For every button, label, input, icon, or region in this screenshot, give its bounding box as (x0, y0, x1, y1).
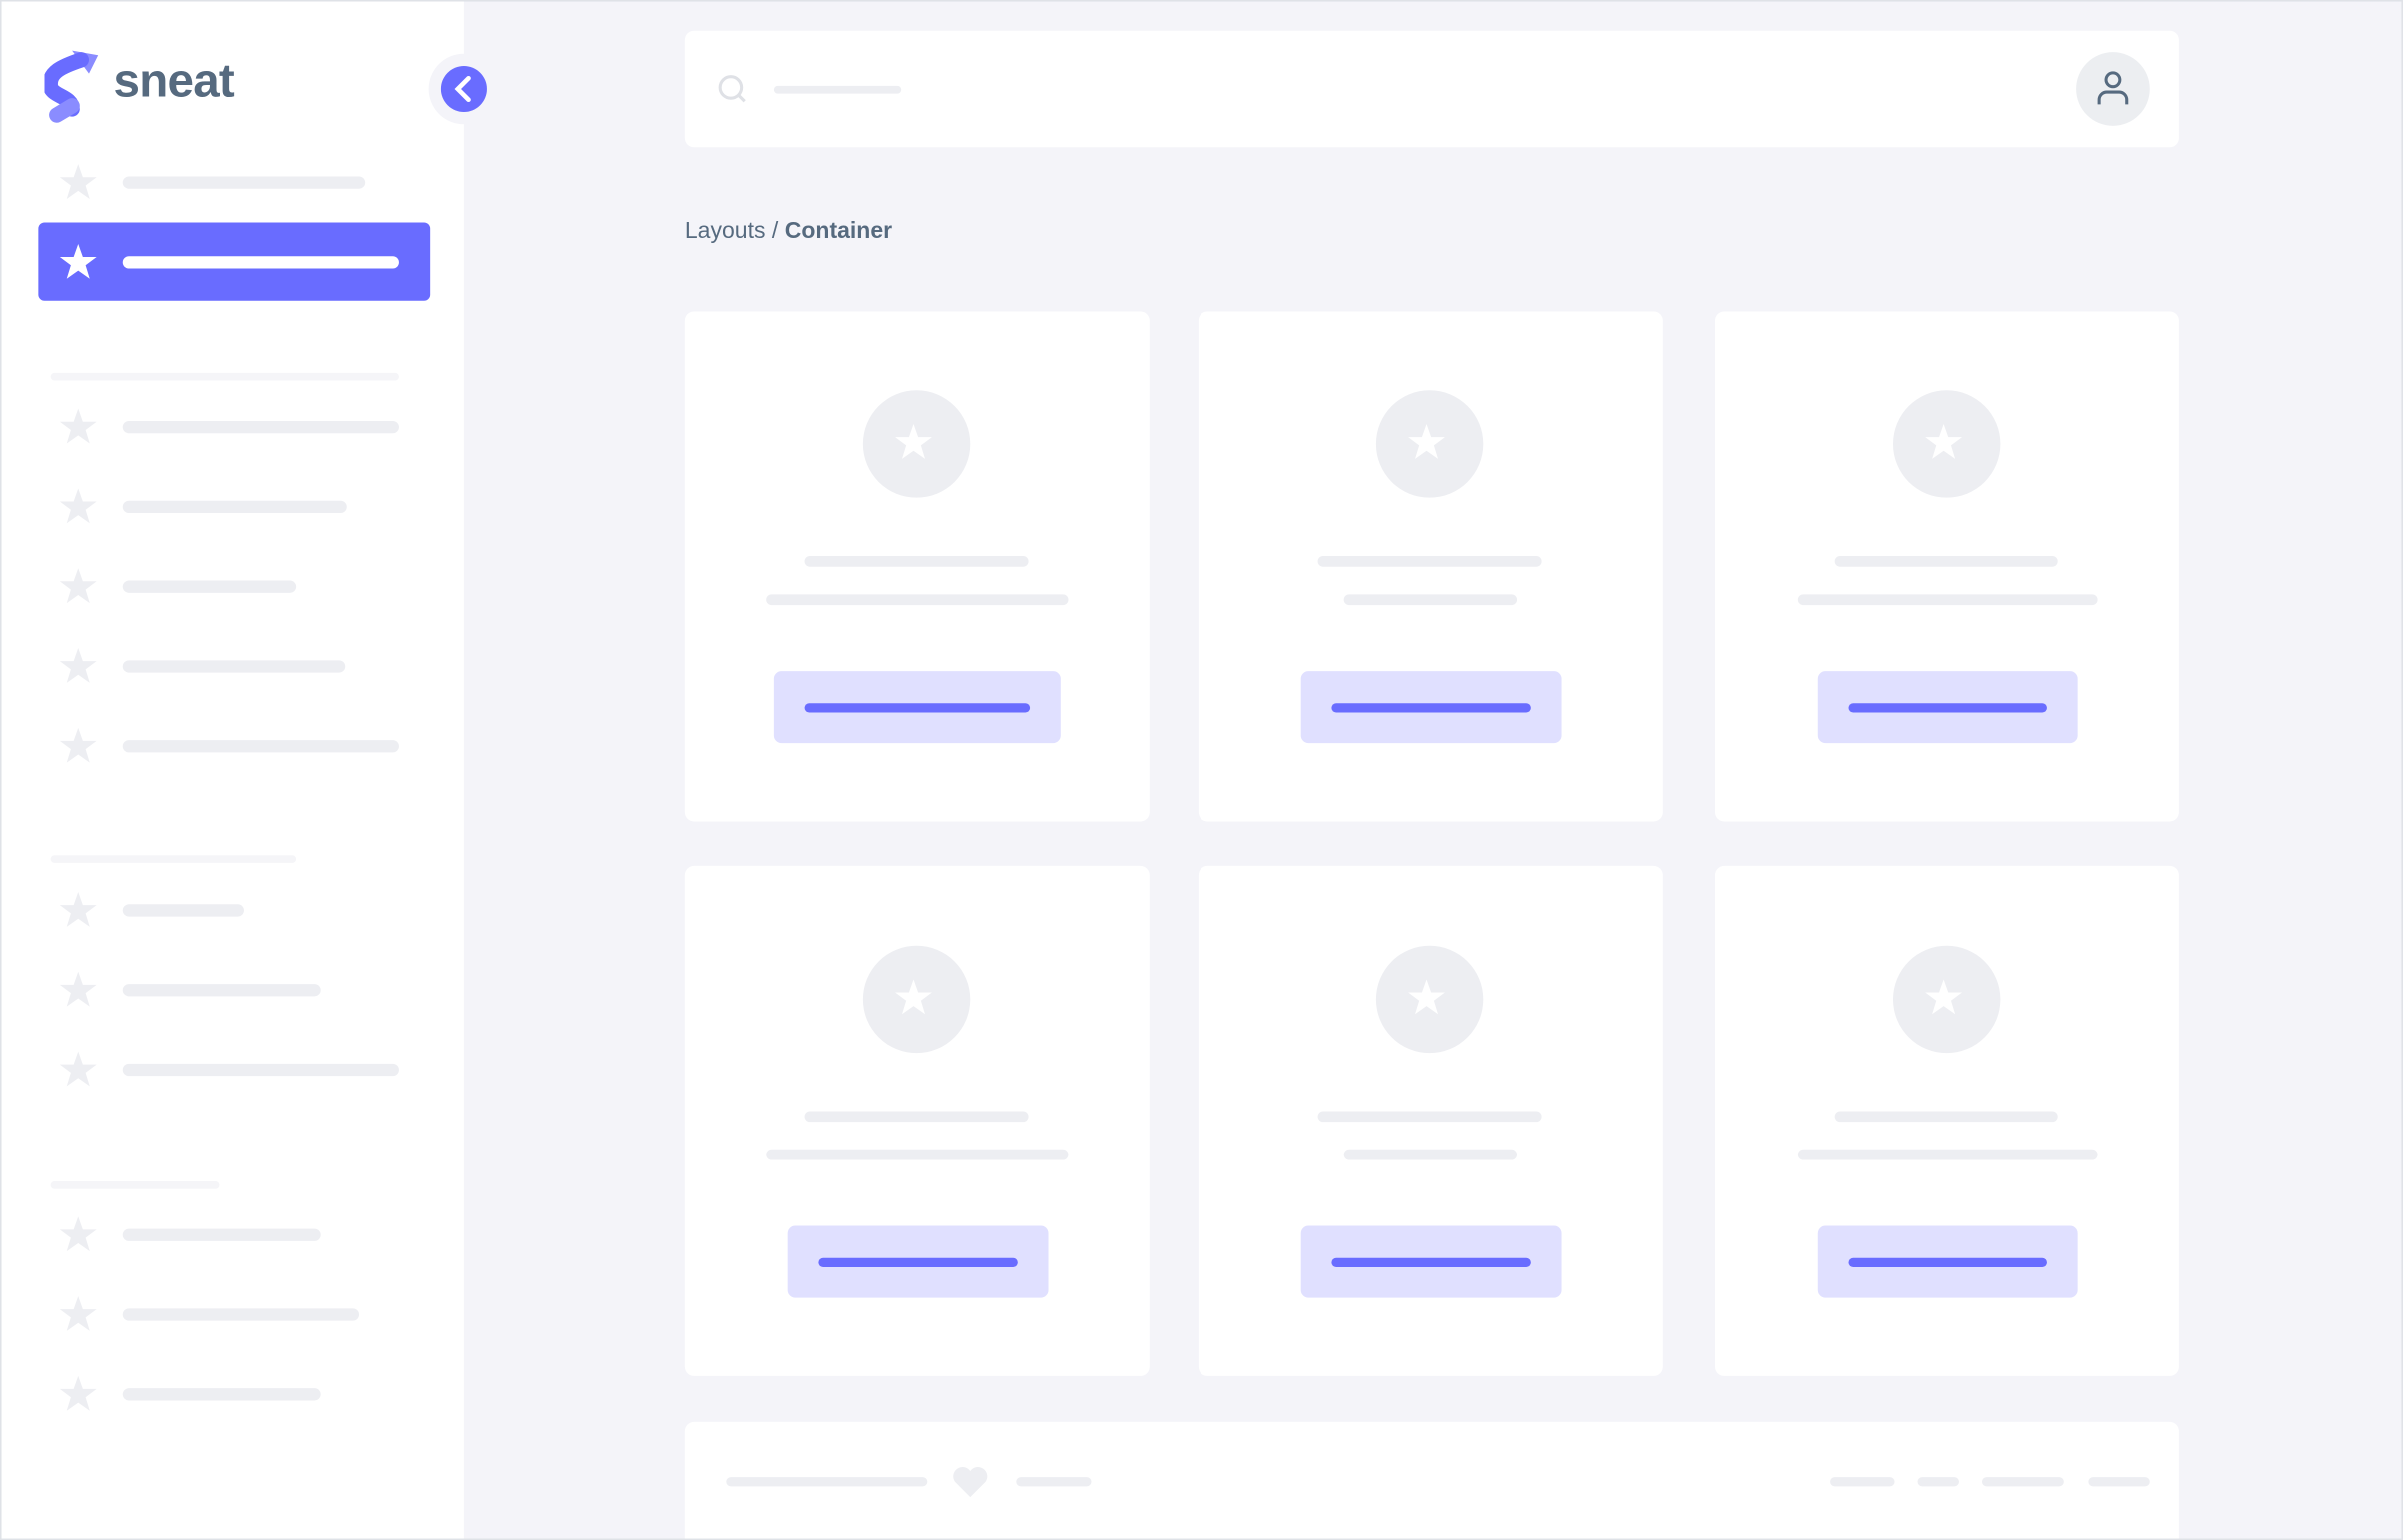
breadcrumb-parent[interactable]: Layouts (684, 217, 766, 244)
footer-link[interactable] (2088, 1477, 2150, 1487)
card-title (1834, 555, 2058, 567)
card-avatar (862, 945, 971, 1054)
card (1198, 865, 1663, 1376)
menu-item[interactable] (122, 904, 244, 917)
star-icon (58, 726, 98, 766)
star-icon (58, 487, 98, 527)
menu-section-header (50, 1181, 220, 1189)
card (1714, 865, 2179, 1376)
card-subtitle (1343, 1149, 1518, 1160)
card-avatar (1892, 945, 2001, 1054)
menu-item[interactable] (122, 1063, 399, 1077)
menu-item[interactable] (122, 740, 399, 753)
menu-item[interactable] (122, 984, 321, 997)
menu-section-header (50, 855, 297, 863)
card-button-label (1331, 703, 1531, 713)
card-button[interactable] (787, 1225, 1049, 1298)
brand-name: sneat (113, 53, 235, 108)
heart-icon (953, 1467, 988, 1498)
menu-item[interactable] (122, 176, 366, 189)
sidebar: sneat (1, 1, 464, 1539)
footer-link[interactable] (1981, 1477, 2064, 1487)
card-avatar (862, 390, 971, 498)
menu-item[interactable] (122, 1308, 360, 1321)
footer-text (726, 1477, 928, 1487)
card (1198, 311, 1663, 822)
card-button[interactable] (773, 671, 1061, 744)
card-avatar (1375, 390, 1484, 498)
breadcrumb: Layouts / Container (685, 218, 892, 244)
star-icon (58, 1295, 98, 1335)
star-icon (58, 970, 98, 1010)
star-icon (1924, 978, 1964, 1018)
card-subtitle (1343, 594, 1518, 606)
card-avatar (1375, 945, 1484, 1054)
card (1714, 311, 2179, 822)
card-title (1317, 555, 1542, 567)
card-subtitle (1797, 1149, 2098, 1160)
menu-item[interactable] (122, 580, 297, 593)
star-icon (58, 242, 98, 282)
star-icon (894, 422, 934, 462)
star-icon (1924, 422, 1964, 462)
star-icon (894, 978, 934, 1018)
menu-item[interactable] (122, 256, 399, 269)
menu-item[interactable] (122, 660, 346, 673)
card-title (1834, 1111, 2058, 1123)
avatar[interactable] (2076, 52, 2150, 126)
card-subtitle (766, 1149, 1069, 1160)
breadcrumb-separator: / (771, 217, 779, 244)
card-button-label (1848, 703, 2047, 713)
search-icon[interactable] (717, 74, 748, 105)
star-icon (58, 1050, 98, 1090)
logo[interactable] (42, 48, 102, 132)
menu-item[interactable] (122, 1228, 321, 1241)
card-button[interactable] (1300, 1225, 1562, 1298)
menu-item[interactable] (122, 500, 347, 514)
card-subtitle (1797, 594, 2098, 606)
card-title (804, 555, 1029, 567)
search-input[interactable] (773, 85, 902, 94)
footer (684, 1421, 2179, 1539)
breadcrumb-current: Container (784, 217, 893, 244)
sneat-logo-icon (42, 50, 99, 123)
card-button-label (818, 1257, 1018, 1267)
star-icon (58, 567, 98, 607)
footer-link[interactable] (1016, 1477, 1092, 1487)
user-icon (2097, 71, 2129, 105)
star-icon (1407, 978, 1447, 1018)
menu-section-header (50, 372, 399, 381)
menu-item[interactable] (122, 1388, 321, 1401)
star-icon (58, 890, 98, 930)
star-icon (58, 1215, 98, 1255)
card-title (804, 1111, 1029, 1123)
star-icon (58, 1374, 98, 1414)
card-button[interactable] (1817, 1225, 2078, 1298)
card-button[interactable] (1300, 671, 1562, 744)
star-icon (58, 647, 98, 687)
card-subtitle (766, 594, 1069, 606)
footer-link[interactable] (1830, 1477, 1895, 1487)
card-button-label (1848, 1257, 2047, 1267)
card-title (1317, 1111, 1542, 1123)
footer-link[interactable] (1917, 1477, 1959, 1487)
navbar (684, 30, 2179, 148)
card-button[interactable] (1817, 671, 2078, 744)
sidebar-toggle-button[interactable] (440, 65, 487, 113)
card-button-label (804, 703, 1031, 713)
star-icon (1407, 422, 1447, 462)
card (684, 865, 1150, 1376)
card-avatar (1892, 390, 2001, 498)
chevron-left-icon (454, 75, 471, 103)
star-icon (58, 163, 98, 203)
star-icon (58, 407, 98, 447)
card-button-label (1331, 1257, 1531, 1267)
menu-item[interactable] (122, 420, 399, 434)
card (684, 311, 1150, 822)
